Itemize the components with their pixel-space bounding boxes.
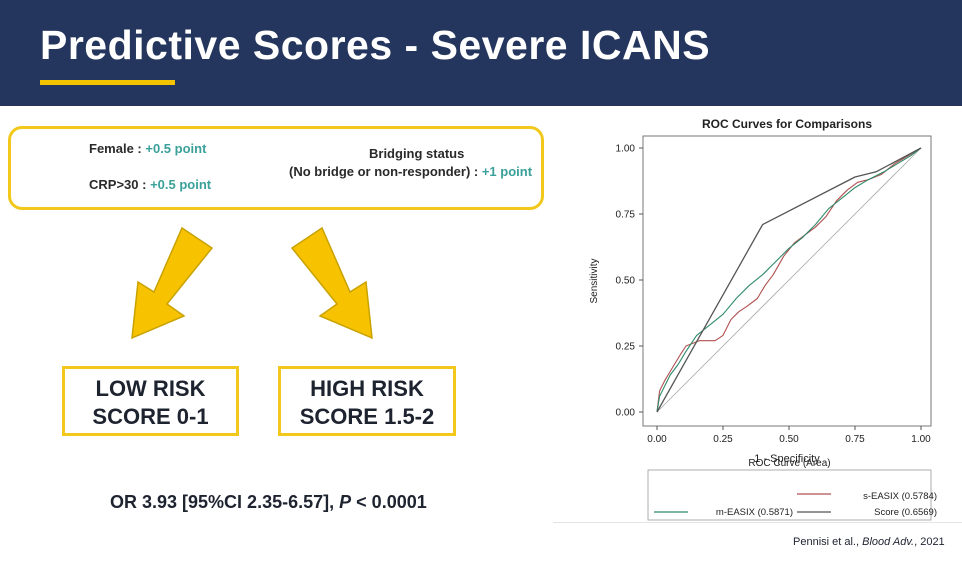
x-tick-label: 0.25 — [713, 434, 733, 445]
female-label: Female : — [89, 141, 142, 156]
odds-ratio-suffix: < 0.0001 — [356, 492, 427, 512]
low-risk-score: SCORE 0-1 — [92, 404, 209, 429]
citation-journal: Blood Adv. — [862, 536, 915, 548]
p-symbol: P — [339, 492, 352, 512]
y-axis-label: Sensitivity — [589, 258, 600, 303]
citation: Pennisi et al., Blood Adv., 2021 — [793, 536, 945, 548]
criterion-bridging: (No bridge or non-responder) : +1 point — [289, 164, 532, 179]
x-tick-label: 0.75 — [845, 434, 865, 445]
slide-header: Predictive Scores - Severe ICANS — [0, 0, 962, 106]
diagonal-reference-line — [656, 147, 922, 413]
arrow-down-left-icon — [131, 226, 214, 340]
y-tick-label: 0.25 — [616, 342, 636, 353]
crp-label: CRP>30 : — [89, 177, 147, 192]
criterion-female: Female : +0.5 point — [89, 141, 206, 156]
odds-ratio-text: OR 3.93 [95%CI 2.35-6.57], P < 0.0001 — [110, 492, 427, 513]
legend-box — [647, 469, 932, 521]
slide-title: Predictive Scores - Severe ICANS — [40, 22, 711, 68]
chart-title: ROC Curves for Comparisons — [702, 117, 872, 131]
low-risk-box: LOW RISK SCORE 0-1 — [62, 366, 239, 436]
citation-authors: Pennisi et al., — [793, 536, 860, 548]
bridging-points: +1 point — [481, 164, 533, 179]
criterion-crp: CRP>30 : +0.5 point — [89, 177, 211, 192]
plot-frame — [642, 135, 932, 427]
series-line-score — [656, 147, 922, 413]
y-tick-label: 0.50 — [616, 276, 636, 287]
low-risk-label: LOW RISK — [95, 376, 206, 401]
title-underline — [40, 80, 175, 85]
high-risk-score: SCORE 1.5-2 — [299, 404, 435, 429]
roc-chart: ROC Curves for Comparisons 0.00 0.25 0.50 0.… — [589, 117, 937, 521]
x-tick-label: 0.50 — [779, 434, 799, 445]
series-line-s-easix — [656, 147, 922, 413]
citation-year: , 2021 — [914, 536, 945, 548]
arrow-down-right-icon — [290, 226, 373, 340]
x-tick-label: 1.00 — [911, 434, 931, 445]
high-risk-label: HIGH RISK — [310, 376, 424, 401]
high-risk-box: HIGH RISK SCORE 1.5-2 — [278, 366, 456, 436]
x-axis-label: 1 - Specificity — [754, 453, 820, 465]
legend-label-score: Score (0.6569) — [874, 507, 937, 518]
x-tick-label: 0.00 — [647, 434, 667, 445]
legend-label-s-easix: s-EASIX (0.5784) — [863, 491, 937, 502]
female-points: +0.5 point — [145, 141, 207, 156]
crp-points: +0.5 point — [150, 177, 212, 192]
series-line-m-easix — [656, 147, 922, 413]
legend-label-m-easix: m-EASIX (0.5871) — [716, 507, 793, 518]
bridging-label: (No bridge or non-responder) : — [289, 164, 479, 179]
chart-divider — [553, 522, 962, 523]
legend-title: ROC Curve (Area) — [748, 458, 830, 469]
y-tick-label: 1.00 — [616, 144, 636, 155]
criteria-box: Female : +0.5 point CRP>30 : +0.5 point … — [8, 126, 544, 210]
y-tick-label: 0.75 — [616, 210, 636, 221]
odds-ratio-prefix: OR 3.93 [95%CI 2.35-6.57], — [110, 492, 335, 512]
y-tick-label: 0.00 — [616, 408, 636, 419]
bridging-heading: Bridging status — [369, 146, 465, 161]
